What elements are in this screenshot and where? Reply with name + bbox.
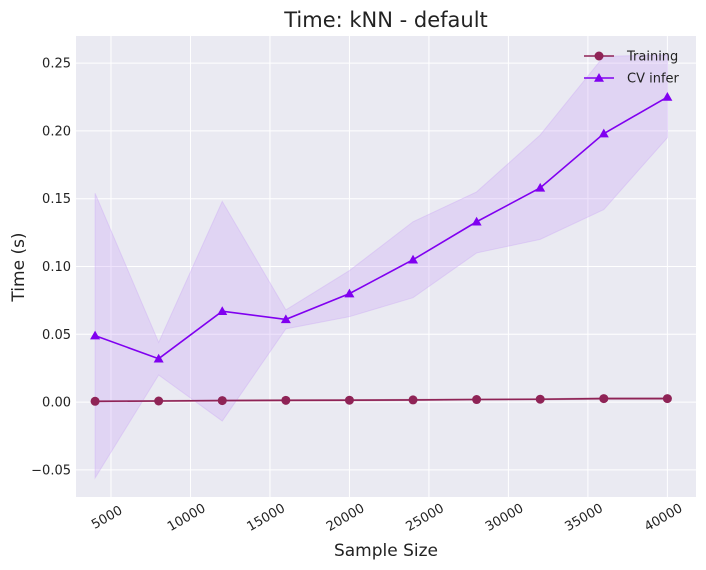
cv-infer-point [217,306,228,315]
y-tick-label: 0.15 [42,192,71,207]
x-tick-label: 5000 [89,503,125,533]
y-tick-label: 0.20 [42,124,71,139]
legend-marker-training [594,51,604,61]
training-point [662,394,672,404]
x-tick-label: 30000 [483,501,526,535]
series-lines [94,96,668,403]
chart-title: Time: kNN - default [283,8,488,32]
training-line [95,397,668,403]
x-axis-ticks: 5000 10000 15000 20000 25000 30000 35000 40000 [89,501,685,535]
y-axis-ticks: −0.05 0.00 0.05 0.10 0.15 0.20 0.25 [31,57,71,479]
training-point [408,395,418,405]
y-tick-label: −0.05 [31,463,71,478]
training-point [344,395,354,405]
x-tick-label: 25000 [404,501,447,535]
training-point [599,394,609,404]
legend: Training CV infer [584,50,680,87]
cv-infer-point [598,128,609,138]
training-point [154,396,164,406]
x-axis-label: Sample Size [334,541,438,561]
training-point [472,395,482,405]
x-tick-label: 35000 [562,501,605,535]
x-tick-label: 20000 [324,501,367,535]
cv-infer-point [280,314,291,324]
series-markers [90,92,673,406]
x-tick-label: 10000 [165,501,208,535]
cv-infer-band [94,54,668,480]
cv-infer-point [153,353,164,363]
x-tick-label: 40000 [642,501,685,535]
training-point [281,395,291,405]
y-axis-label: Time (s) [9,232,29,302]
cv-infer-line [94,96,668,360]
training-point [217,396,227,406]
y-tick-label: 0.00 [42,396,71,411]
y-tick-label: 0.25 [42,57,71,72]
legend-label-cv-infer: CV infer [627,72,680,87]
training-point [90,396,100,406]
cv-infer-point [90,330,101,340]
legend-marker-cv-infer [594,73,604,82]
cv-infer-point [535,182,546,192]
cv-infer-point [662,92,673,101]
cv-infer-point [344,288,355,298]
grid-lines [76,36,696,497]
y-tick-label: 0.10 [42,260,71,275]
legend-label-training: Training [626,50,678,65]
training-point [535,394,545,404]
cv-infer-point [408,254,419,264]
y-tick-label: 0.05 [42,328,71,343]
cv-infer-point [471,216,482,226]
x-tick-label: 15000 [245,501,288,535]
